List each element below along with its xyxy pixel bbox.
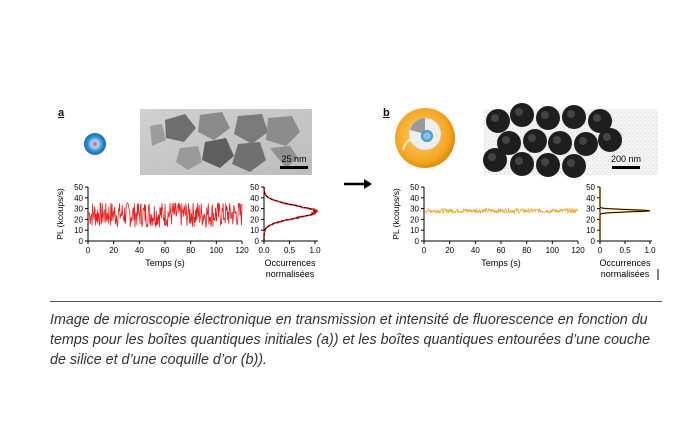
caption-divider xyxy=(50,301,662,302)
hist-a-ytick-label: 0 xyxy=(255,237,260,246)
hist-b-ytick-label: 0 xyxy=(591,237,596,246)
plot-a-ylabel: PL (kcoups/s) xyxy=(55,188,65,240)
plot-a-xtick-label: 20 xyxy=(109,246,118,255)
tem-image-b: 200 nm xyxy=(483,103,658,178)
plot-b-xtick-label: 20 xyxy=(445,246,454,255)
hist-a-xtick-label: 0.0 xyxy=(258,246,270,255)
quantum-dot-icon xyxy=(84,133,106,155)
trace-a xyxy=(88,202,243,229)
hist-a-ytick-label: 10 xyxy=(250,226,259,235)
hist-b-ytick-label: 50 xyxy=(586,183,595,192)
arrow-icon xyxy=(344,179,372,189)
plot-b-xtick-label: 0 xyxy=(422,246,427,255)
plot-b-ytick-label: 40 xyxy=(410,194,419,203)
plot-b-xlabel: Temps (s) xyxy=(481,258,521,268)
hist-a-xtick-label: 0.5 xyxy=(284,246,296,255)
hist-a-ytick-label: 50 xyxy=(250,183,259,192)
hist-a-ytick-label: 40 xyxy=(250,194,259,203)
plot-a-xtick-label: 0 xyxy=(86,246,91,255)
hist-a-xtick-label: 1.0 xyxy=(309,246,321,255)
hist-a-xlabel-1: Occurrences xyxy=(264,258,316,268)
plot-b-ytick-label: 50 xyxy=(410,183,419,192)
plot-a-xtick-label: 40 xyxy=(135,246,144,255)
gold-shell-icon xyxy=(395,108,455,168)
plot-b-xtick-label: 100 xyxy=(546,246,560,255)
scale-bar-a-label: 25 nm xyxy=(281,154,306,164)
hist-a-ytick-label: 20 xyxy=(250,215,259,224)
tem-image-a: 25 nm xyxy=(140,109,312,175)
plot-b-ylabel: PL (kcoups/s) xyxy=(391,188,401,240)
plot-a-ytick-label: 30 xyxy=(74,205,83,214)
hist-b-xtick-label: 1.0 xyxy=(644,246,656,255)
panel-a-letter: a xyxy=(58,107,65,119)
hist-b-xtick-label: 0.5 xyxy=(619,246,631,255)
plot-a-xtick-label: 100 xyxy=(210,246,224,255)
plot-a-xlabel: Temps (s) xyxy=(145,258,185,268)
plot-a-xtick-label: 120 xyxy=(235,246,249,255)
plot-a-ytick-label: 40 xyxy=(74,194,83,203)
plot-b-xtick-label: 120 xyxy=(571,246,585,255)
hist-b-ytick-label: 10 xyxy=(586,226,595,235)
hist-b-xlabel-2: normalisées xyxy=(601,269,650,279)
plot-a-ytick-label: 10 xyxy=(74,226,83,235)
hist-a-ytick-label: 30 xyxy=(250,205,259,214)
plot-a-ytick-label: 50 xyxy=(74,183,83,192)
hist-b-xlabel-1: Occurrences xyxy=(599,258,651,268)
plot-a-xtick-label: 80 xyxy=(186,246,195,255)
plot-b-ytick-label: 30 xyxy=(410,205,419,214)
plot-a-ytick-label: 0 xyxy=(79,237,84,246)
plot-b-xtick-label: 80 xyxy=(522,246,531,255)
hist-b-xtick-label: 0 xyxy=(598,246,603,255)
plot-a-ytick-label: 20 xyxy=(74,215,83,224)
plot-b-ytick-label: 0 xyxy=(415,237,420,246)
plot-b-xtick-label: 40 xyxy=(471,246,480,255)
plot-b-ytick-label: 10 xyxy=(410,226,419,235)
hist-b-ytick-label: 20 xyxy=(586,215,595,224)
plot-a-xtick-label: 60 xyxy=(161,246,170,255)
plot-b-xtick-label: 60 xyxy=(497,246,506,255)
hist-a-xlabel-2: normalisées xyxy=(266,269,315,279)
figure-caption: Image de microscopie électronique en tra… xyxy=(50,312,651,368)
hist-b-ytick-label: 30 xyxy=(586,205,595,214)
trace-b xyxy=(424,207,579,215)
panel-b-letter: b xyxy=(383,107,390,119)
plot-b-ytick-label: 20 xyxy=(410,215,419,224)
scale-bar-b-label: 200 nm xyxy=(611,154,641,164)
hist-b-ytick-label: 40 xyxy=(586,194,595,203)
